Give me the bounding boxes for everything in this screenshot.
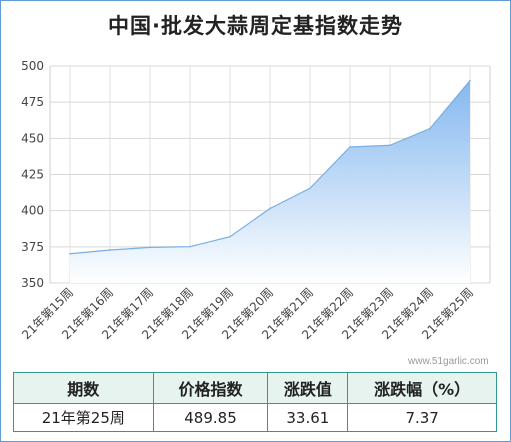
data-point bbox=[349, 146, 351, 148]
header-change-value: 涨跌值 bbox=[267, 372, 349, 404]
summary-table: 期数 价格指数 涨跌值 涨跌幅（%） 21年第25周 489.85 33.61 … bbox=[13, 372, 497, 432]
header-period: 期数 bbox=[13, 372, 154, 404]
data-point bbox=[469, 79, 471, 82]
y-tick-label: 400 bbox=[21, 204, 44, 218]
summary-data-row: 21年第25周 489.85 33.61 7.37 bbox=[13, 403, 497, 432]
data-point bbox=[229, 235, 231, 238]
data-point bbox=[429, 127, 431, 130]
header-change-percent: 涨跌幅（%） bbox=[347, 372, 497, 404]
chart-title: 中国·批发大蒜周定基指数走势 bbox=[108, 14, 403, 38]
data-point bbox=[189, 245, 191, 248]
y-tick-label: 475 bbox=[21, 95, 44, 109]
cell-price-index: 489.85 bbox=[152, 403, 269, 432]
y-tick-label: 425 bbox=[21, 168, 44, 182]
data-point bbox=[269, 207, 271, 210]
data-point bbox=[109, 249, 111, 251]
data-point bbox=[69, 252, 71, 255]
cell-period: 21年第25周 bbox=[13, 403, 154, 432]
header-price-index: 价格指数 bbox=[152, 372, 269, 404]
cell-change-percent: 7.37 bbox=[347, 403, 497, 432]
y-tick-label: 500 bbox=[21, 59, 44, 73]
y-tick-label: 350 bbox=[21, 276, 44, 290]
summary-header-row: 期数 价格指数 涨跌值 涨跌幅（%） bbox=[13, 372, 497, 404]
cell-change-value: 33.61 bbox=[267, 403, 349, 432]
area-fill bbox=[70, 80, 470, 283]
watermark: www.51garlic.com bbox=[408, 356, 489, 367]
y-tick-label: 375 bbox=[21, 240, 44, 254]
data-point bbox=[389, 144, 391, 147]
y-tick-label: 450 bbox=[21, 131, 44, 145]
data-point bbox=[309, 187, 311, 190]
data-point bbox=[149, 246, 151, 249]
